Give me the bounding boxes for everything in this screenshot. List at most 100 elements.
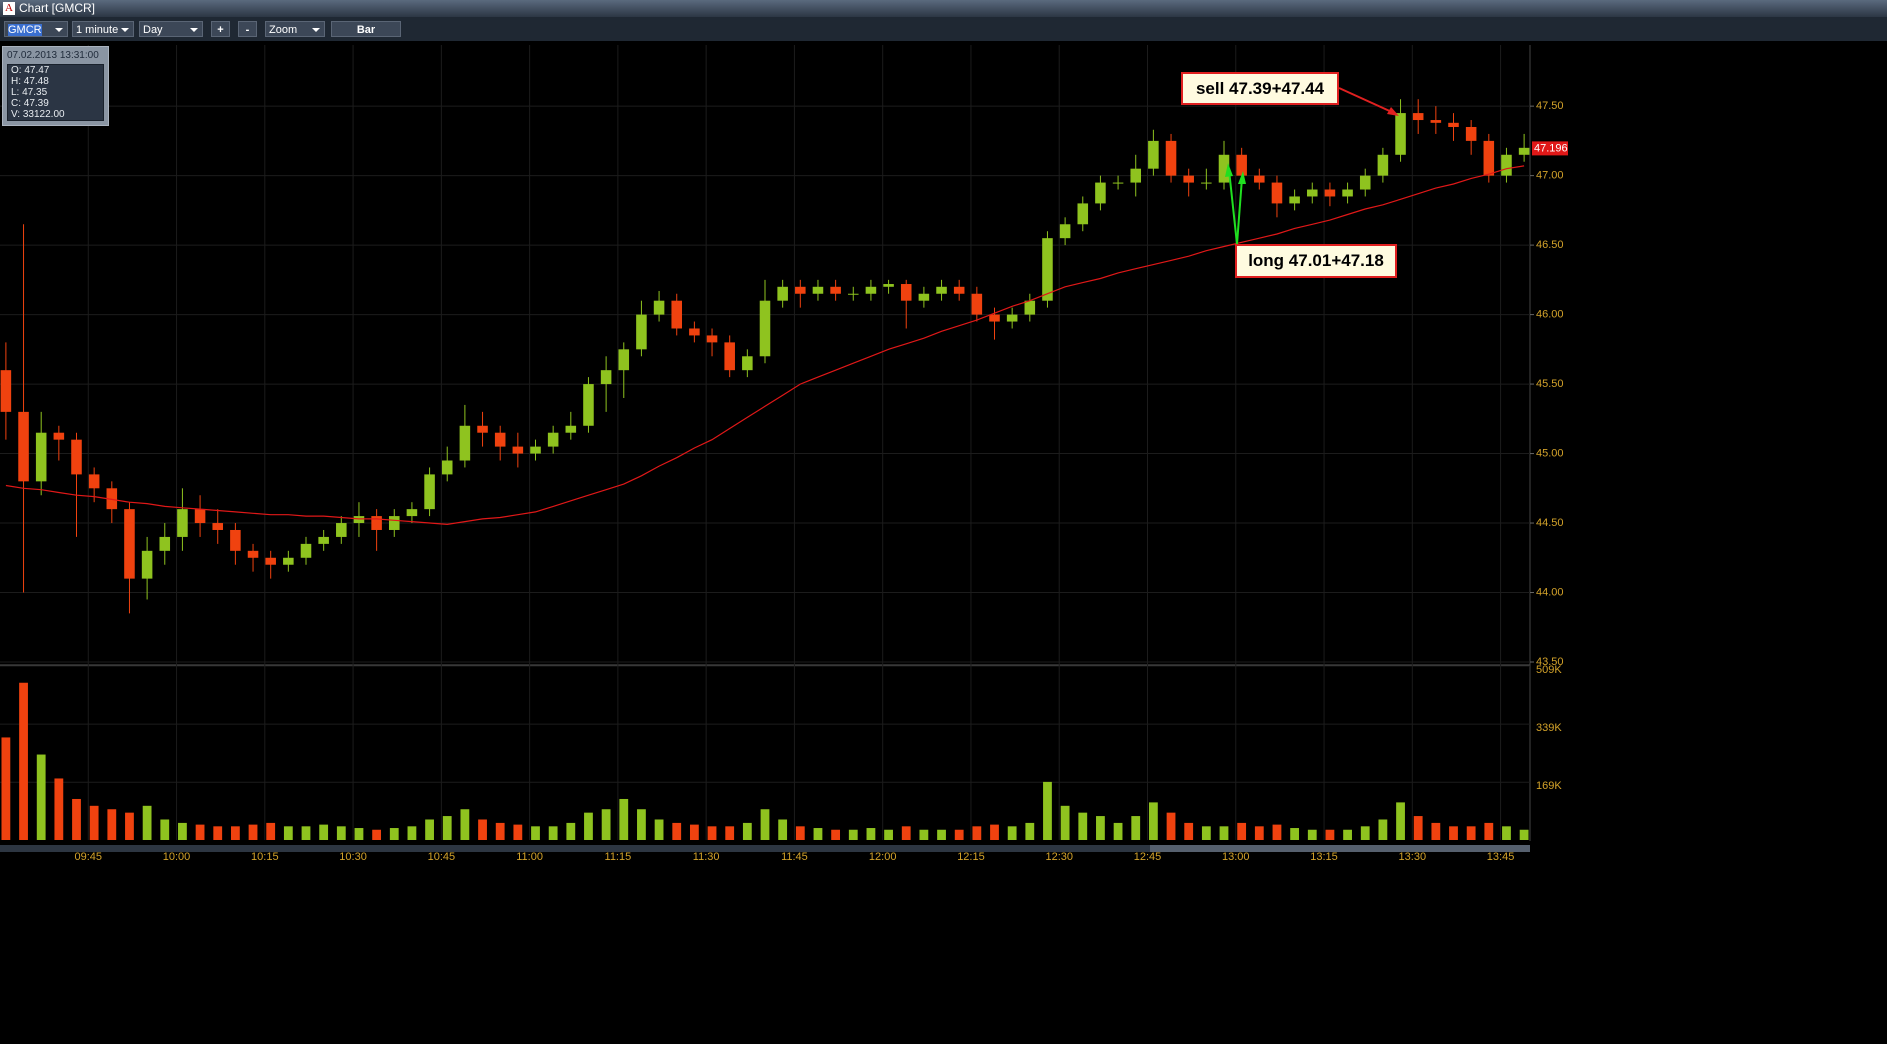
candle-body xyxy=(141,550,153,579)
interval-select[interactable]: 1 minute xyxy=(72,21,134,37)
last-price-label: 47.196 xyxy=(1534,142,1568,154)
volume-bar xyxy=(1096,816,1105,840)
volume-bar xyxy=(389,828,399,840)
volume-bar xyxy=(54,778,64,840)
volume-bar xyxy=(654,819,664,840)
volume-bar xyxy=(460,809,470,840)
candle-body xyxy=(653,300,665,315)
candle-body xyxy=(636,314,647,350)
candle-body xyxy=(971,293,983,315)
volume-bar xyxy=(1502,826,1511,840)
moving-average xyxy=(5,165,1525,526)
zoom-in-button[interactable]: + xyxy=(211,21,230,37)
volume-bar xyxy=(778,819,788,840)
ohlc-line: H: 47.48 xyxy=(11,76,49,87)
volume-bar xyxy=(72,798,81,840)
style-button[interactable]: Bar xyxy=(331,21,401,37)
candle-body xyxy=(759,300,771,357)
volume-bar xyxy=(672,822,682,840)
candle-body xyxy=(406,509,418,517)
app-icon: A xyxy=(3,2,15,15)
volume-bar xyxy=(125,812,134,840)
x-tick-label: 10:45 xyxy=(428,851,456,863)
volume-bar xyxy=(407,826,417,840)
range-select[interactable]: Day xyxy=(139,21,203,37)
ohlc-line: L: 47.35 xyxy=(11,87,48,98)
candle-body xyxy=(318,536,329,544)
scrollbar[interactable] xyxy=(0,845,1530,852)
volume-bar xyxy=(760,809,770,840)
volume-bar xyxy=(1343,829,1352,840)
zoom-select[interactable]: Zoom xyxy=(265,21,325,37)
candle-body xyxy=(724,342,735,371)
candle-body xyxy=(336,523,347,537)
candle-body xyxy=(283,557,294,565)
candle-body xyxy=(689,328,700,336)
volume-bar xyxy=(1078,812,1088,840)
candle-body xyxy=(371,516,382,530)
volume-bar xyxy=(1290,828,1300,840)
volume-bar xyxy=(1272,824,1282,840)
candle-body xyxy=(600,370,612,385)
candle-body xyxy=(441,460,453,475)
x-tick-label: 09:45 xyxy=(75,851,103,863)
candle-body xyxy=(847,293,859,295)
volume-bar xyxy=(1325,829,1335,840)
candle-body xyxy=(512,446,524,454)
candle-body xyxy=(265,557,276,565)
candle-body xyxy=(1483,140,1495,176)
volume-bar xyxy=(107,809,117,840)
candle-body xyxy=(1201,182,1212,184)
x-tick-label: 12:30 xyxy=(1045,851,1073,863)
volume-bar xyxy=(1060,805,1070,840)
volume-bar xyxy=(266,822,276,840)
volume-bar xyxy=(1166,812,1176,840)
volume-bar xyxy=(689,824,699,840)
volume-bar xyxy=(425,819,434,840)
y-tick-label: 45.00 xyxy=(1536,447,1564,459)
candle-body xyxy=(1254,175,1265,183)
y-tick-label: 47.00 xyxy=(1536,170,1564,182)
volume-bar xyxy=(566,822,576,840)
candle-body xyxy=(1430,120,1442,123)
candle-body xyxy=(742,356,753,371)
zoom-out-button[interactable]: - xyxy=(238,21,257,37)
scrollbar-thumb[interactable] xyxy=(1150,845,1530,852)
candle-body xyxy=(900,284,912,301)
volume-bar xyxy=(1360,826,1370,840)
candle-body xyxy=(159,536,171,551)
y-tick-label: 46.50 xyxy=(1536,239,1564,251)
candle-body xyxy=(1148,140,1159,169)
candle-body xyxy=(1412,113,1424,121)
volume-bar xyxy=(1025,822,1035,840)
candle-body xyxy=(1165,140,1177,176)
x-tick-label: 13:00 xyxy=(1222,851,1250,863)
volume-bar xyxy=(442,816,452,840)
cursor-time: 07.02.2013 13:31:00 xyxy=(7,50,99,61)
volume-bar xyxy=(1219,826,1229,840)
candle-body xyxy=(1359,175,1371,190)
volume-bar xyxy=(795,826,805,840)
candle-body xyxy=(353,516,365,524)
volume-bar xyxy=(513,824,523,840)
volume-bar xyxy=(1201,826,1211,840)
volume-bar xyxy=(283,826,293,840)
candle-body xyxy=(1377,154,1389,176)
volume-bar xyxy=(919,829,929,840)
x-tick-label: 11:45 xyxy=(781,851,808,863)
volume-bar xyxy=(319,824,329,840)
window-title: Chart [GMCR] xyxy=(19,1,96,15)
candle-body xyxy=(53,432,65,440)
candle-body xyxy=(0,370,12,412)
x-tick-label: 10:00 xyxy=(163,851,191,863)
x-tick-label: 11:15 xyxy=(605,851,632,863)
symbol-select[interactable]: GMCR xyxy=(4,21,68,37)
volume-bar xyxy=(1431,822,1441,840)
volume-bar xyxy=(742,822,752,840)
candle-body xyxy=(1112,182,1124,184)
volume-bar xyxy=(637,809,646,840)
candle-body xyxy=(1518,147,1530,155)
candle-body xyxy=(706,335,718,343)
volume-bar xyxy=(1413,816,1423,840)
